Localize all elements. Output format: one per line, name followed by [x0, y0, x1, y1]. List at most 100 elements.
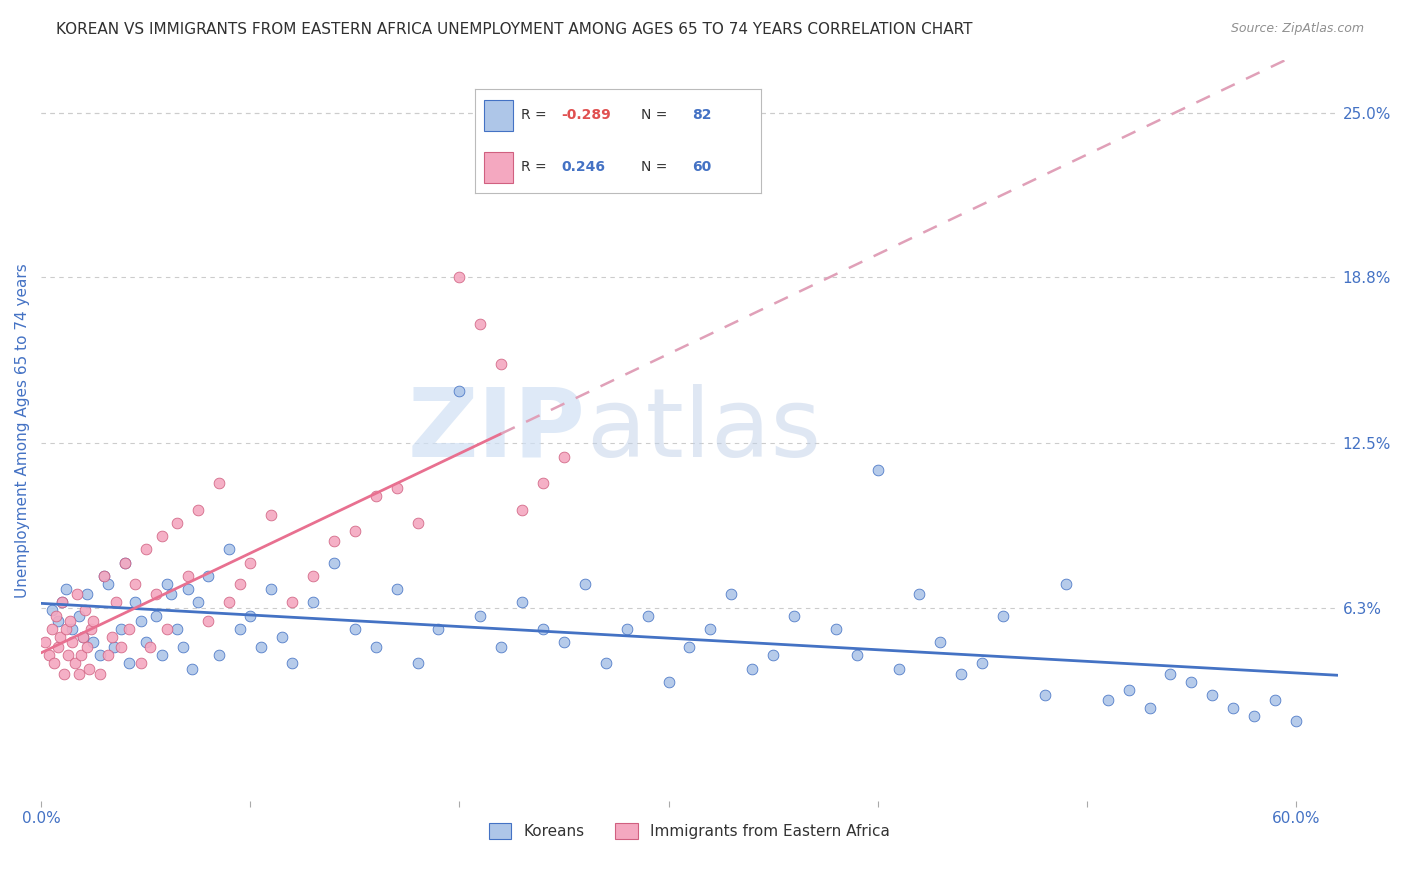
Point — [249, 640, 271, 655]
Point — [46, 640, 69, 655]
Point — [145, 608, 167, 623]
Point — [124, 576, 146, 591]
Y-axis label: Unemployment Among Ages 65 to 74 years: Unemployment Among Ages 65 to 74 years — [15, 263, 30, 598]
Point — [66, 587, 89, 601]
Point — [82, 635, 104, 649]
Point — [929, 635, 952, 649]
Point — [172, 640, 194, 655]
Point — [176, 569, 198, 583]
Point — [866, 463, 889, 477]
Point — [187, 502, 209, 516]
Point — [1118, 682, 1140, 697]
Text: KOREAN VS IMMIGRANTS FROM EASTERN AFRICA UNEMPLOYMENT AMONG AGES 65 TO 74 YEARS : KOREAN VS IMMIGRANTS FROM EASTERN AFRICA… — [56, 22, 973, 37]
Point — [239, 608, 262, 623]
Point — [131, 657, 153, 671]
Point — [270, 630, 292, 644]
Point — [118, 622, 141, 636]
Point — [1180, 674, 1202, 689]
Point — [762, 648, 785, 663]
Point — [197, 569, 219, 583]
Point — [97, 648, 120, 663]
Point — [49, 630, 72, 644]
Point — [364, 640, 387, 655]
Point — [553, 450, 575, 464]
Point — [152, 648, 174, 663]
Point — [76, 587, 98, 601]
Point — [229, 576, 252, 591]
Text: Source: ZipAtlas.com: Source: ZipAtlas.com — [1230, 22, 1364, 36]
Point — [97, 576, 120, 591]
Point — [42, 657, 65, 671]
Point — [62, 635, 84, 649]
Point — [531, 476, 554, 491]
Point — [364, 490, 387, 504]
Text: ZIP: ZIP — [408, 384, 586, 476]
Point — [62, 622, 84, 636]
Point — [1033, 688, 1056, 702]
Point — [281, 595, 304, 609]
Point — [229, 622, 252, 636]
Point — [166, 516, 188, 530]
Legend: Koreans, Immigrants from Eastern Africa: Koreans, Immigrants from Eastern Africa — [482, 817, 897, 845]
Point — [93, 569, 115, 583]
Point — [260, 582, 283, 596]
Point — [93, 569, 115, 583]
Point — [208, 648, 231, 663]
Point — [38, 648, 60, 663]
Point — [41, 622, 63, 636]
Point — [63, 657, 86, 671]
Point — [135, 542, 157, 557]
Point — [59, 614, 82, 628]
Point — [67, 608, 90, 623]
Point — [34, 635, 56, 649]
Point — [510, 502, 533, 516]
Point — [46, 614, 69, 628]
Point — [139, 640, 162, 655]
Point — [118, 657, 141, 671]
Point — [155, 576, 177, 591]
Point — [187, 595, 209, 609]
Point — [45, 608, 67, 623]
Point — [281, 657, 304, 671]
Point — [1201, 688, 1223, 702]
Point — [887, 661, 910, 675]
Point — [1222, 701, 1244, 715]
Point — [72, 630, 94, 644]
Point — [67, 666, 90, 681]
Point — [110, 622, 132, 636]
Point — [824, 622, 846, 636]
Point — [260, 508, 283, 522]
Point — [1097, 693, 1119, 707]
Point — [637, 608, 659, 623]
Point — [322, 534, 344, 549]
Point — [180, 661, 202, 675]
Point — [197, 614, 219, 628]
Point — [124, 595, 146, 609]
Point — [73, 603, 96, 617]
Point — [114, 556, 136, 570]
Point — [972, 657, 994, 671]
Point — [110, 640, 132, 655]
Point — [70, 648, 93, 663]
Point — [1139, 701, 1161, 715]
Point — [105, 595, 128, 609]
Point — [741, 661, 763, 675]
Point — [470, 318, 492, 332]
Point — [406, 657, 429, 671]
Point — [489, 640, 512, 655]
Point — [449, 269, 471, 284]
Point — [77, 661, 100, 675]
Point — [406, 516, 429, 530]
Point — [82, 614, 104, 628]
Point — [145, 587, 167, 601]
Point — [55, 582, 77, 596]
Point — [159, 587, 181, 601]
Point — [58, 648, 80, 663]
Point — [1159, 666, 1181, 681]
Point — [152, 529, 174, 543]
Point — [510, 595, 533, 609]
Point — [845, 648, 868, 663]
Point — [80, 622, 103, 636]
Point — [553, 635, 575, 649]
Point — [1243, 709, 1265, 723]
